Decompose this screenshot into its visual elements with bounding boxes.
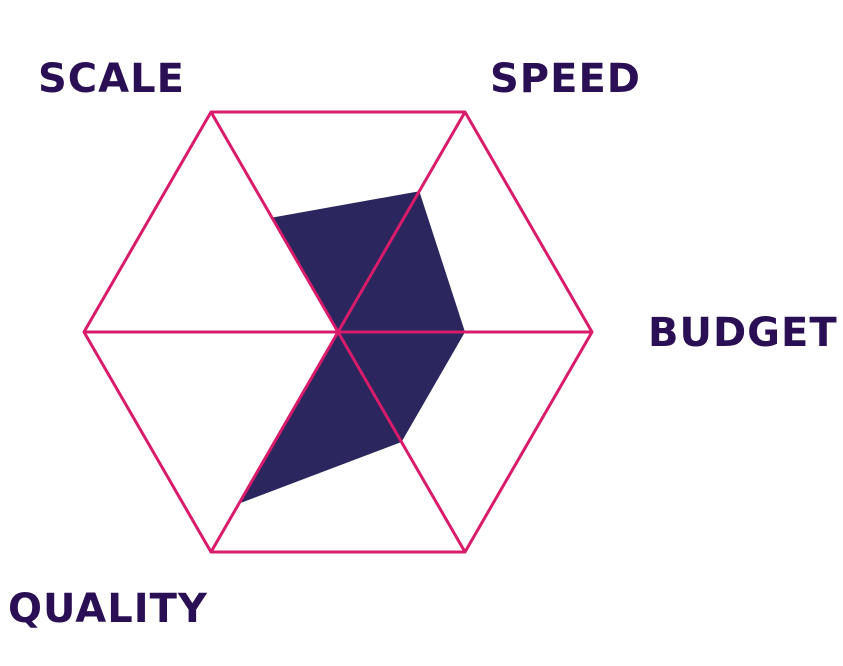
axis-labels: SPEED BUDGET QUALITY SCALE xyxy=(8,56,838,632)
axis-label-budget: BUDGET xyxy=(648,310,838,356)
data-polygon xyxy=(238,191,465,504)
grid-layer xyxy=(82,110,594,554)
grid-spoke xyxy=(209,111,467,553)
data-layer xyxy=(238,191,465,504)
axis-label-speed: SPEED xyxy=(490,56,641,102)
axis-label-quality: QUALITY xyxy=(8,586,208,632)
axis-label-scale: SCALE xyxy=(38,56,185,102)
